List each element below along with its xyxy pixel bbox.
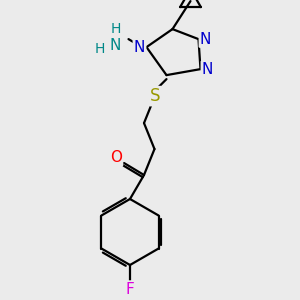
Text: N: N [110,38,121,52]
Text: N: N [134,40,145,55]
Text: S: S [150,87,161,105]
Text: N: N [202,61,213,76]
Text: N: N [200,32,211,46]
Text: H: H [94,42,105,56]
Text: F: F [126,281,134,296]
Text: H: H [110,22,121,36]
Text: O: O [110,151,122,166]
